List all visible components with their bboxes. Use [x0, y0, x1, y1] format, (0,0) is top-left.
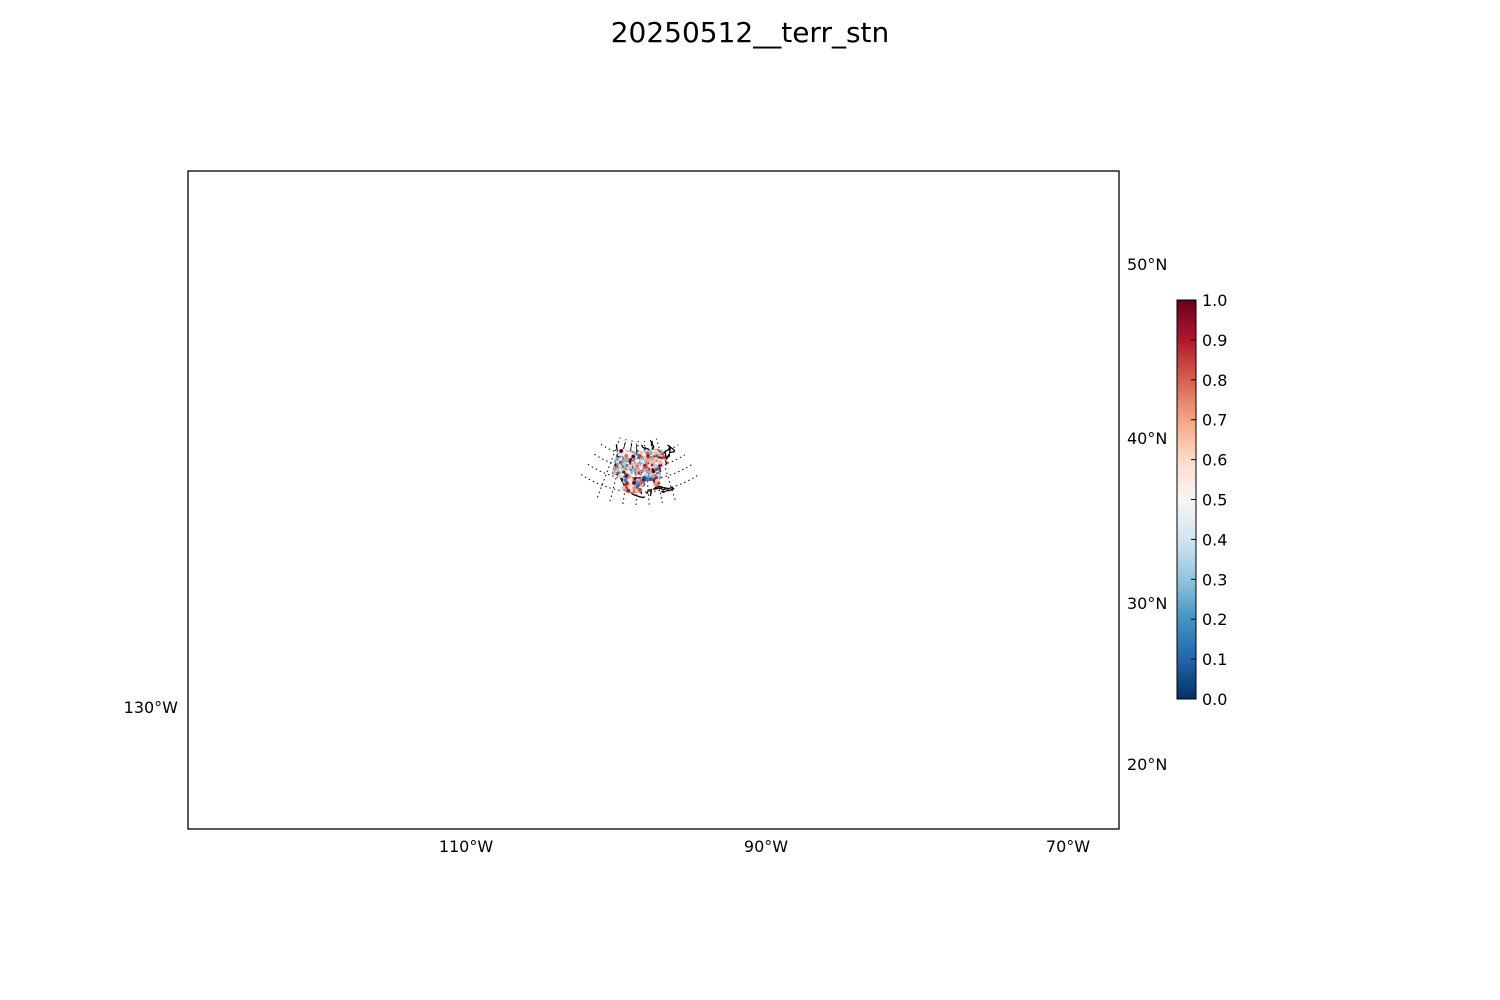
lon-label-110w: 110°W [439, 837, 494, 856]
station-point [629, 477, 633, 482]
station-point [651, 469, 656, 474]
station-point [627, 451, 631, 456]
lon-label-90w: 90°W [744, 837, 788, 856]
colorbar: 0.0 0.1 0.2 0.3 0.4 0.5 0.6 0.7 0.8 0.9 1.0 [1176, 291, 1227, 709]
station-point [645, 477, 650, 482]
figure-title: 20250512__terr_stn [611, 16, 890, 49]
station-point [635, 480, 640, 485]
lon-label-130w: 130°W [124, 698, 179, 717]
colorbar-tick-label: 0.4 [1202, 530, 1227, 549]
newfoundland-coastline [668, 446, 676, 454]
hispaniola-coastline [665, 487, 675, 492]
lat-label-20n: 20°N [1127, 755, 1167, 774]
colorbar-tick-label: 0.7 [1202, 411, 1227, 430]
station-point [646, 454, 650, 458]
colorbar-tick-label: 0.2 [1202, 610, 1227, 629]
station-point [632, 451, 637, 456]
colorbar-tick-label: 1.0 [1202, 291, 1227, 310]
meridian-130w [596, 437, 621, 498]
station-point [652, 458, 657, 463]
lon-label-70w: 70°W [1046, 837, 1090, 856]
station-point [623, 457, 628, 462]
station-point [653, 463, 658, 468]
station-point [658, 460, 663, 465]
station-point [654, 482, 658, 486]
station-point [622, 461, 627, 466]
station-point [631, 473, 636, 478]
cuba-coastline [652, 485, 668, 491]
station-point [619, 452, 624, 457]
station-point [627, 465, 632, 470]
station-point [635, 466, 640, 471]
colorbar-tick-label: 0.0 [1202, 690, 1227, 709]
station-point [623, 478, 628, 483]
station-point [612, 466, 617, 471]
station-point [626, 488, 631, 493]
colorbar-tick-label: 0.9 [1202, 331, 1227, 350]
station-point [637, 453, 642, 458]
colorbar-tick-label: 0.8 [1202, 371, 1227, 390]
colorbar-tick-label: 0.6 [1202, 451, 1227, 470]
station-point [644, 465, 648, 469]
station-point [621, 485, 626, 490]
station-points [611, 448, 668, 494]
station-point [620, 473, 625, 477]
station-point [644, 473, 649, 477]
station-point [619, 449, 624, 453]
station-point [634, 488, 639, 493]
latitude-labels: 20°N 30°N 40°N 50°N [1127, 255, 1167, 774]
colorbar-tick-label: 0.5 [1202, 491, 1227, 510]
lat-label-30n: 30°N [1127, 594, 1167, 613]
station-point [632, 481, 636, 485]
yucatan-coastline [646, 488, 652, 497]
meridian-70w [655, 438, 676, 500]
station-point [654, 478, 659, 483]
jamaica-coastline [660, 490, 667, 494]
lat-label-40n: 40°N [1127, 429, 1167, 448]
station-point [653, 450, 658, 455]
station-point [612, 470, 617, 475]
map-area [188, 171, 1119, 829]
colorbar-tick-label: 0.1 [1202, 650, 1227, 669]
lat-label-50n: 50°N [1127, 255, 1167, 274]
colorbar-tick-label: 0.3 [1202, 570, 1227, 589]
station-point [626, 470, 631, 474]
nova-scotia-coastline [664, 452, 671, 461]
station-point [647, 458, 652, 462]
station-point [657, 452, 662, 456]
